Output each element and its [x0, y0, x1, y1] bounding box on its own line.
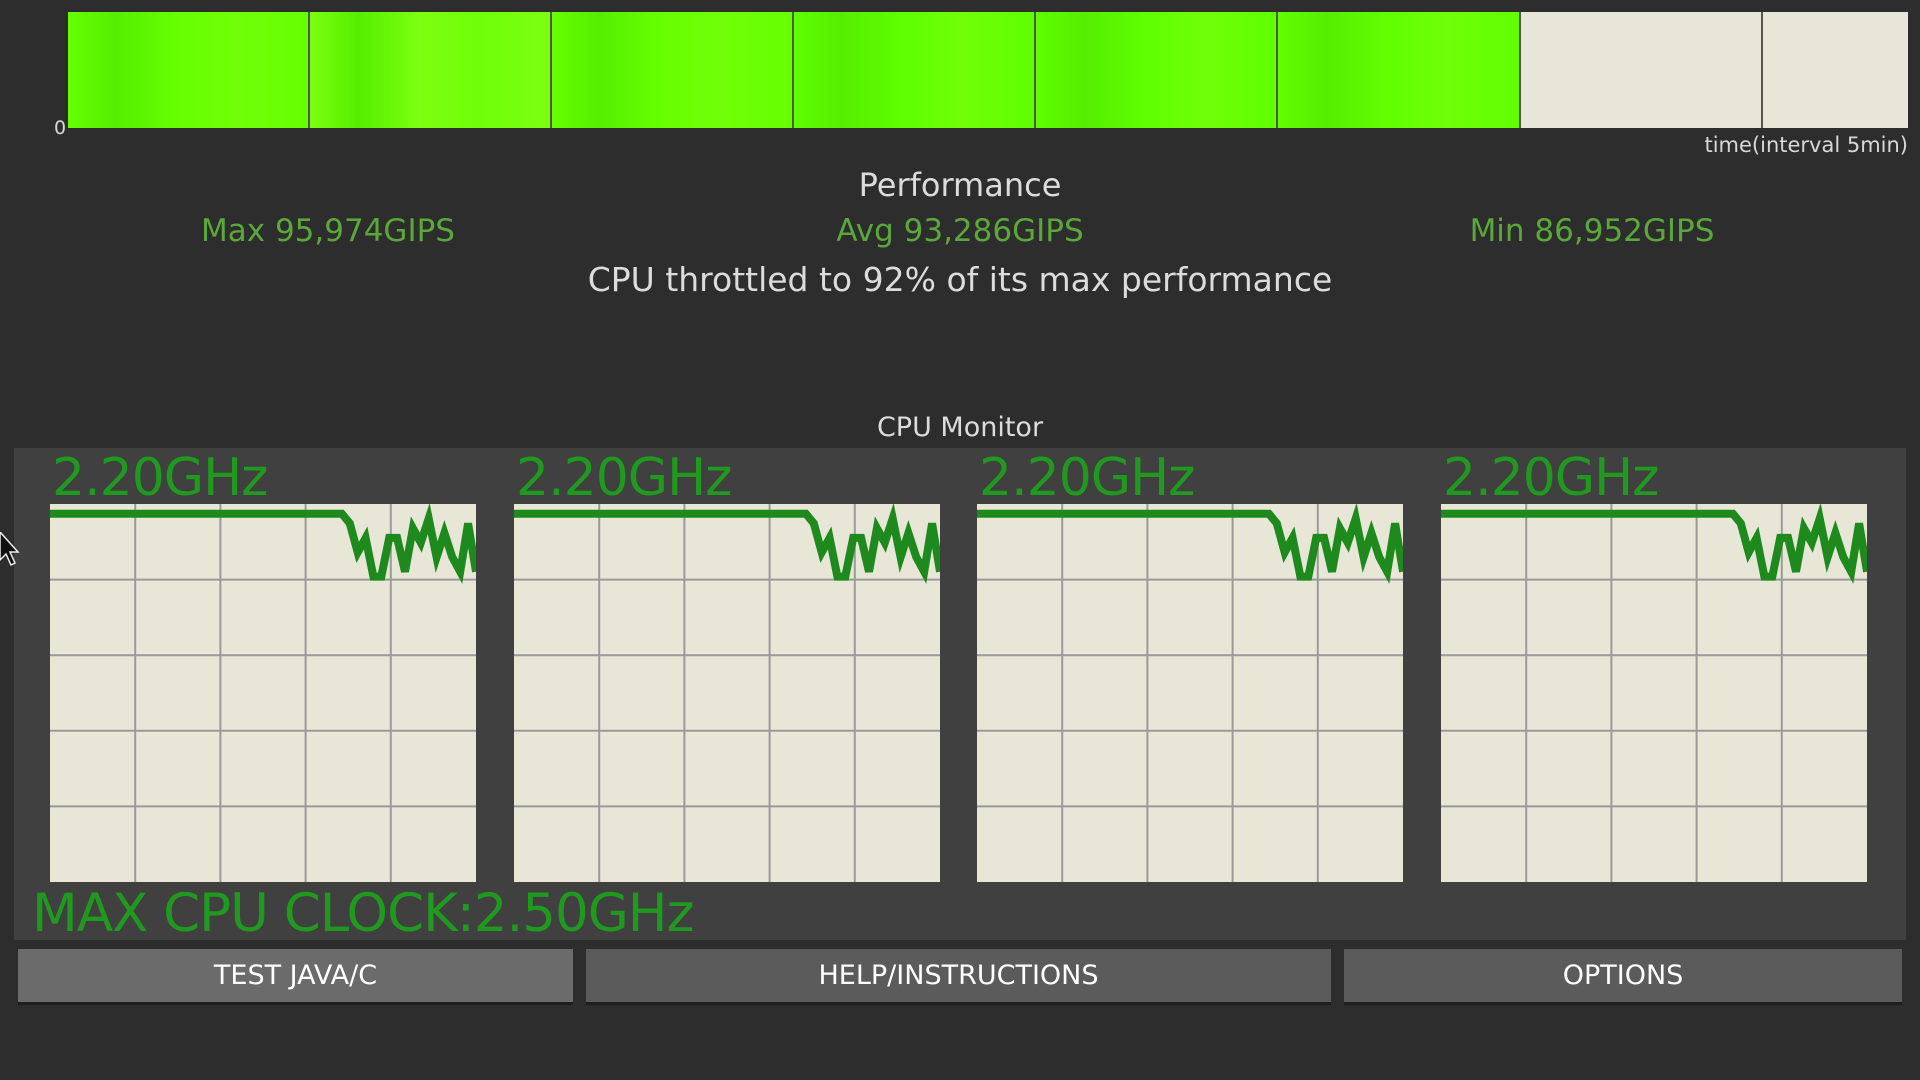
core-frequency: 2.20GHz: [979, 448, 1195, 508]
frequency-trace-line: [1441, 504, 1867, 584]
frequency-trace-line: [50, 504, 476, 584]
min-gips-label: Min 86,952GIPS: [1469, 213, 1715, 249]
help-instructions-button[interactable]: HELP/INSTRUCTIONS: [586, 949, 1331, 1002]
frequency-trace-line: [514, 504, 940, 584]
options-button[interactable]: OPTIONS: [1344, 949, 1902, 1002]
cpu-core-3: 2.20GHz: [1441, 448, 1867, 882]
performance-segment-fill: [68, 12, 309, 128]
frequency-trace-line: [977, 504, 1403, 584]
cpu-core-2: 2.20GHz: [977, 448, 1403, 882]
core-frequency: 2.20GHz: [52, 448, 268, 508]
performance-segment: [1763, 12, 1908, 128]
graph-background: [977, 504, 1403, 882]
performance-history-bar: [68, 12, 1908, 128]
performance-title: Performance: [858, 166, 1062, 204]
performance-segment: [1278, 12, 1521, 128]
graph-background: [1441, 504, 1867, 882]
core-frequency-graph: [1441, 504, 1867, 882]
test-java-c-button[interactable]: TEST JAVA/C: [18, 949, 573, 1002]
max-cpu-clock-label: MAX CPU CLOCK:2.50GHz: [32, 883, 694, 944]
performance-segment-fill: [310, 12, 551, 128]
cpu-monitor-panel: 2.20GHz 2.20GHz 2.20GHz 2.20GHz MAX CPU …: [14, 448, 1906, 944]
avg-gips-label: Avg 93,286GIPS: [836, 213, 1084, 249]
performance-segment: [552, 12, 795, 128]
performance-segment: [1036, 12, 1279, 128]
core-frequency-graph: [50, 504, 476, 882]
performance-segment: [310, 12, 553, 128]
cpu-core-1: 2.20GHz: [514, 448, 940, 882]
core-frequency: 2.20GHz: [516, 448, 732, 508]
axis-zero-label: 0: [54, 117, 67, 139]
graph-background: [50, 504, 476, 882]
mouse-cursor-icon: [0, 532, 20, 567]
core-frequency-graph: [514, 504, 940, 882]
graph-background: [514, 504, 940, 882]
performance-segment: [794, 12, 1037, 128]
core-frequency: 2.20GHz: [1443, 448, 1659, 508]
cpu-monitor-title: CPU Monitor: [876, 412, 1044, 443]
performance-segment: [68, 12, 311, 128]
cpu-core-0: 2.20GHz: [50, 448, 476, 882]
performance-segment: [1521, 12, 1763, 128]
time-axis-label: time(interval 5min): [1704, 133, 1908, 157]
core-frequency-graph: [977, 504, 1403, 882]
throttle-status: CPU throttled to 92% of its max performa…: [587, 260, 1333, 299]
performance-segment-fill: [552, 12, 793, 128]
max-gips-label: Max 95,974GIPS: [201, 213, 455, 249]
performance-segment-fill: [1036, 12, 1277, 128]
performance-segment-fill: [794, 12, 1035, 128]
performance-segment-fill: [1278, 12, 1519, 128]
